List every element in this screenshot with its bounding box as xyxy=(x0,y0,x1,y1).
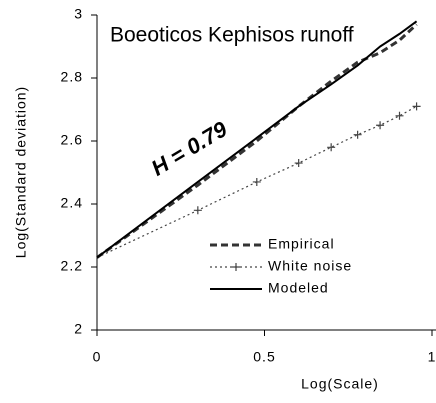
series-line xyxy=(96,20,418,259)
legend-label: White noise xyxy=(268,258,352,274)
marker xyxy=(395,111,404,120)
marker xyxy=(327,143,336,152)
marker xyxy=(376,121,385,130)
legend-label: Modeled xyxy=(268,280,329,296)
x-tick-label: 1 xyxy=(428,349,436,365)
legend-label: Empirical xyxy=(268,236,335,252)
y-tick-label: 3 xyxy=(74,6,83,22)
marker xyxy=(252,177,261,186)
x-axis-label: Log(Scale) xyxy=(301,376,379,392)
legend-marker xyxy=(232,263,240,271)
marker xyxy=(412,102,421,111)
series-line xyxy=(96,23,418,259)
y-tick-label: 2.8 xyxy=(61,69,83,85)
series-line xyxy=(96,105,417,259)
y-tick-label: 2.4 xyxy=(61,195,83,211)
y-tick-label: 2 xyxy=(74,321,83,337)
marker xyxy=(353,130,362,139)
marker xyxy=(193,206,202,215)
chart-title: Boeoticos Kephisos runoff xyxy=(110,24,354,47)
y-tick-label: 2.2 xyxy=(61,258,83,274)
y-tick-label: 2.6 xyxy=(61,132,83,148)
y-axis-label: Log(Standard deviation) xyxy=(13,86,29,258)
annotation: H = 0.79 xyxy=(147,116,232,181)
x-tick-label: 0.5 xyxy=(253,349,275,365)
marker xyxy=(294,159,303,168)
x-tick-label: 0 xyxy=(93,349,102,365)
